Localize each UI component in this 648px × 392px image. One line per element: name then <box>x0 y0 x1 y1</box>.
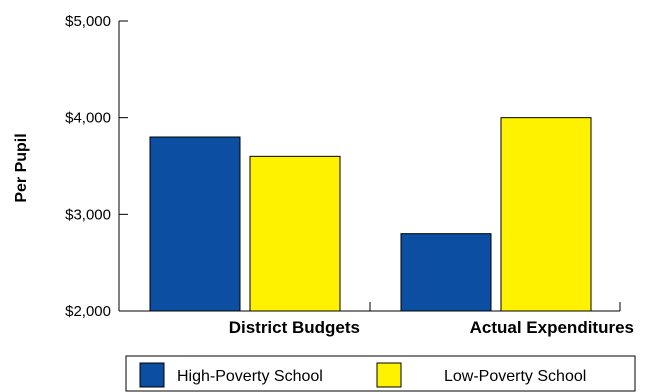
bars <box>149 117 592 312</box>
bar-low-poverty-district-budgets <box>249 155 341 312</box>
legend: High-Poverty School Low-Poverty School <box>125 355 636 392</box>
legend-label: Low-Poverty School <box>444 368 586 385</box>
category-label: Actual Expenditures <box>470 318 634 337</box>
legend-swatch <box>139 362 165 388</box>
y-axis: $2,000 $3,000 $4,000 $5,000 <box>65 13 128 320</box>
y-tick-label: $5,000 <box>65 13 111 30</box>
bar-low-poverty-actual-expenditures <box>500 117 592 312</box>
y-tick-label: $4,000 <box>65 110 111 127</box>
y-tick-label: $2,000 <box>65 303 111 320</box>
legend-label: High-Poverty School <box>177 368 323 385</box>
legend-box <box>125 355 636 392</box>
legend-swatch <box>376 362 402 388</box>
category-labels: District Budgets Actual Expenditures <box>229 318 634 337</box>
y-tick-label: $3,000 <box>65 206 111 223</box>
bar-high-poverty-district-budgets <box>149 136 241 312</box>
bar-high-poverty-actual-expenditures <box>400 233 492 312</box>
y-axis-label: Per Pupil <box>13 133 30 202</box>
category-label: District Budgets <box>229 318 360 337</box>
axes <box>118 21 621 312</box>
